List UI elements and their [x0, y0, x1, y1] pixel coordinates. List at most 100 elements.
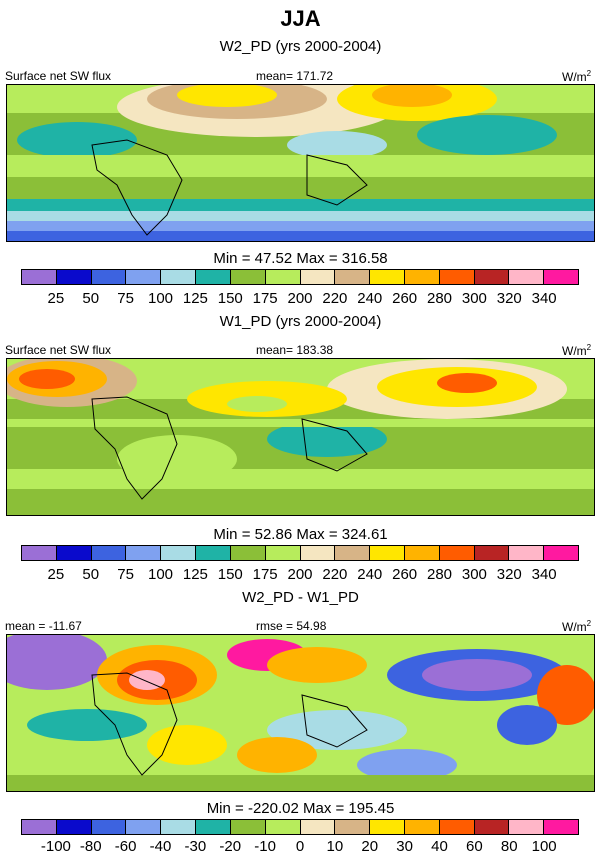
colorbar-swatch [335, 270, 371, 284]
colorbar-tick-label: 300 [461, 290, 487, 307]
colorbar-swatch [22, 820, 57, 834]
colorbar-swatch [509, 546, 545, 560]
colorbar-swatch [196, 270, 231, 284]
colorbar-swatch [56, 270, 92, 284]
colorbar-swatch [230, 820, 266, 834]
panel-1-contour-plot [7, 85, 594, 241]
colorbar-tick-label: 200 [287, 566, 313, 583]
panel-3-min-max: Min = -220.02 Max = 195.45 [206, 800, 395, 817]
colorbar-swatch [126, 820, 162, 834]
panel-1-heading: W2_PD (yrs 2000-2004) [219, 38, 382, 55]
panel-1-map [6, 84, 595, 242]
colorbar-swatch [56, 820, 92, 834]
colorbar-swatch [300, 270, 336, 284]
panel-1-colorbar [21, 269, 579, 285]
colorbar-tick-label: -80 [79, 838, 102, 855]
colorbar-swatch [335, 820, 371, 834]
colorbar-tick-label: 220 [322, 290, 348, 307]
panel-3-colorbar-ticks: -100 -80 -60 -40 -30 -20 -10 0 10 20 30 … [21, 838, 579, 856]
colorbar-tick-label: 125 [182, 290, 208, 307]
colorbar-swatch [91, 820, 127, 834]
colorbar-tick-label: 10 [326, 838, 344, 855]
colorbar-swatch [300, 546, 336, 560]
colorbar-swatch [91, 546, 127, 560]
panel-2-map [6, 358, 595, 516]
panel-3-contour-plot [7, 635, 594, 791]
colorbar-tick-label: 25 [47, 290, 65, 307]
panel-3-heading: W2_PD - W1_PD [242, 589, 359, 606]
colorbar-tick-label: 50 [82, 566, 100, 583]
colorbar-swatch [474, 820, 510, 834]
colorbar-tick-label: 280 [426, 290, 453, 307]
colorbar-tick-label: 340 [531, 566, 557, 583]
colorbar-swatch [370, 270, 405, 284]
panel-3-rmse-label: rmse = 54.98 [256, 619, 327, 633]
colorbar-swatch [22, 546, 57, 560]
colorbar-swatch [196, 546, 231, 560]
colorbar-swatch [370, 546, 405, 560]
colorbar-tick-label: 175 [252, 290, 278, 307]
colorbar-swatch [91, 270, 127, 284]
panel-3-colorbar [21, 819, 579, 835]
colorbar-tick-label: 240 [357, 290, 383, 307]
panel-2-heading: W1_PD (yrs 2000-2004) [219, 313, 382, 330]
colorbar-swatch [439, 820, 475, 834]
colorbar-tick-label: 150 [217, 290, 243, 307]
colorbar-swatch [56, 546, 92, 560]
colorbar-tick-label: 30 [396, 838, 413, 855]
colorbar-tick-label: 60 [466, 838, 483, 855]
colorbar-tick-label: 75 [117, 290, 134, 307]
colorbar-tick-label: 240 [357, 566, 383, 583]
colorbar-swatch [300, 820, 336, 834]
colorbar-swatch [439, 546, 475, 560]
colorbar-tick-label: 80 [500, 838, 518, 855]
colorbar-tick-label: 340 [531, 290, 557, 307]
colorbar-tick-label: 25 [47, 566, 65, 583]
colorbar-swatch [544, 820, 578, 834]
colorbar-tick-label: -30 [184, 838, 207, 855]
colorbar-tick-label: 20 [361, 838, 379, 855]
colorbar-tick-label: 75 [117, 566, 134, 583]
colorbar-swatch [404, 820, 440, 834]
colorbar-swatch [439, 270, 475, 284]
colorbar-swatch [474, 546, 510, 560]
colorbar-tick-label: 280 [426, 566, 453, 583]
panel-1-colorbar-ticks: 25 50 75 100 125 150 175 200 220 240 260… [21, 290, 579, 308]
panel-3-map [6, 634, 595, 792]
colorbar-tick-label: 50 [82, 290, 100, 307]
colorbar-tick-label: 260 [392, 566, 418, 583]
colorbar-swatch [161, 546, 197, 560]
colorbar-swatch [230, 546, 266, 560]
colorbar-swatch [265, 270, 301, 284]
colorbar-swatch [126, 546, 162, 560]
panel-1-min-max: Min = 47.52 Max = 316.58 [213, 250, 388, 267]
panel-2-min-max: Min = 52.86 Max = 324.61 [213, 526, 388, 543]
colorbar-swatch [230, 270, 266, 284]
colorbar-tick-label: -100 [40, 838, 71, 855]
colorbar-swatch [196, 820, 231, 834]
colorbar-tick-label: 125 [182, 566, 208, 583]
panel-2-colorbar-ticks: 25 50 75 100 125 150 175 200 220 240 260… [21, 566, 579, 584]
colorbar-swatch [509, 820, 545, 834]
colorbar-tick-label: -60 [114, 838, 137, 855]
figure-title: JJA [280, 6, 321, 31]
colorbar-swatch [265, 820, 301, 834]
panel-1-units: W/m2 [562, 69, 592, 84]
colorbar-swatch [509, 270, 545, 284]
panel-1-variable-label: Surface net SW flux [5, 69, 112, 83]
colorbar-tick-label: 0 [295, 838, 305, 855]
colorbar-swatch [544, 546, 578, 560]
colorbar-tick-label: 150 [217, 566, 243, 583]
panel-2-colorbar [21, 545, 579, 561]
colorbar-tick-label: 100 [531, 838, 557, 855]
colorbar-tick-label: 300 [461, 566, 487, 583]
colorbar-swatch [404, 270, 440, 284]
colorbar-swatch [370, 820, 405, 834]
colorbar-tick-label: 320 [496, 566, 522, 583]
panel-2-units: W/m2 [562, 343, 592, 358]
panel-2-variable-label: Surface net SW flux [5, 343, 112, 357]
colorbar-tick-label: 100 [147, 566, 174, 583]
panel-2-contour-plot [7, 359, 594, 515]
colorbar-tick-label: 40 [431, 838, 448, 855]
colorbar-tick-label: 100 [147, 290, 174, 307]
